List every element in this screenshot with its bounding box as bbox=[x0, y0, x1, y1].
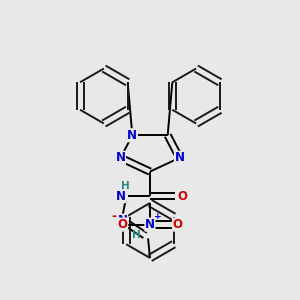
Text: -: - bbox=[111, 210, 116, 223]
Text: N: N bbox=[116, 152, 126, 164]
Text: H: H bbox=[121, 181, 130, 191]
Text: N: N bbox=[118, 214, 128, 227]
Text: N: N bbox=[127, 129, 137, 142]
Text: O: O bbox=[118, 218, 128, 231]
Text: O: O bbox=[172, 218, 182, 231]
Text: H: H bbox=[132, 230, 141, 240]
Text: +: + bbox=[154, 212, 162, 221]
Text: O: O bbox=[177, 190, 188, 202]
Text: N: N bbox=[116, 190, 125, 202]
Text: N: N bbox=[145, 218, 155, 231]
Text: N: N bbox=[174, 152, 184, 164]
